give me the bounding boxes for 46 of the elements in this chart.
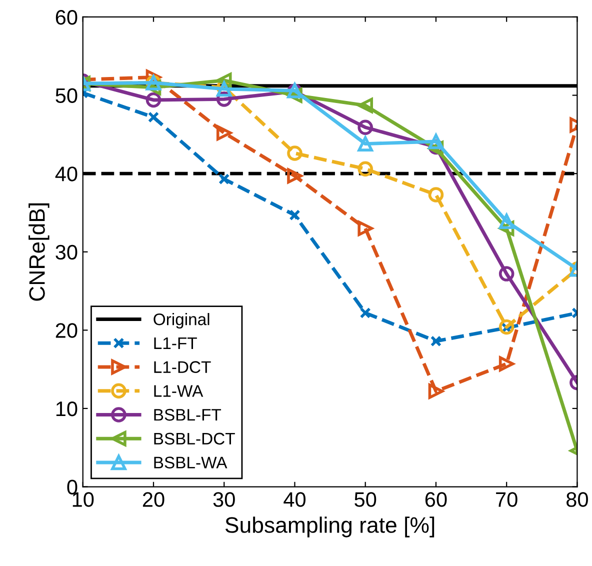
y-tick-label: 30 <box>56 244 78 260</box>
point <box>287 146 302 161</box>
point <box>430 336 442 347</box>
point <box>146 92 162 108</box>
legend-label: BSBL-DCT <box>154 432 235 445</box>
point <box>358 161 373 177</box>
y-tick-label: 60 <box>56 10 78 25</box>
y-tick-label: 50 <box>56 88 78 104</box>
x-tick-label: 10 <box>72 492 94 507</box>
x-tick-label: 30 <box>213 492 235 507</box>
y-tick-label: 40 <box>55 166 78 182</box>
point <box>360 307 371 318</box>
point <box>498 214 514 229</box>
y-tick-label: 20 <box>56 323 78 338</box>
point <box>358 220 373 236</box>
point <box>498 266 514 282</box>
x-tick-label: 80 <box>566 492 588 507</box>
point <box>148 112 160 123</box>
legend-label: L1-FT <box>154 337 197 349</box>
x-tick-label: 70 <box>496 492 518 507</box>
legend-label: BSBL-FT <box>154 408 222 421</box>
point <box>358 120 373 136</box>
point <box>218 174 230 185</box>
x-tick-label: 60 <box>425 492 447 507</box>
legend-label: L1-WA <box>154 385 204 397</box>
point <box>216 125 232 140</box>
x-tick-label: 50 <box>354 492 376 507</box>
point <box>428 134 444 150</box>
x-tick-label: 40 <box>284 492 306 507</box>
y-tick-label: 0 <box>67 480 78 495</box>
point <box>358 136 373 152</box>
y-axis-title: CNRe[dB] <box>28 203 50 301</box>
y-tick-label: 10 <box>56 401 78 416</box>
point <box>358 98 373 114</box>
point <box>498 356 514 372</box>
legend-label: L1-DCT <box>154 361 211 373</box>
point <box>289 210 300 221</box>
legend-label: Original <box>154 313 210 329</box>
point <box>216 72 232 88</box>
legend-label: BSBL-WA <box>154 456 228 468</box>
x-axis-title: Subsampling rate [%] <box>225 516 434 538</box>
point <box>287 168 302 184</box>
x-tick-label: 20 <box>142 492 164 507</box>
point <box>428 384 444 399</box>
point <box>498 319 514 335</box>
point <box>428 187 444 202</box>
